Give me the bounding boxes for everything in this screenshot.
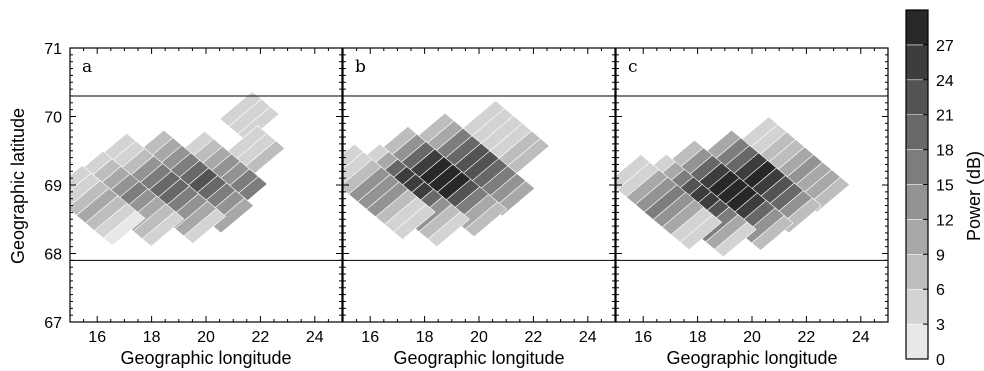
colorbar-tick-label: 27	[936, 38, 954, 55]
colorbar-swatch	[905, 323, 929, 360]
panel-label: b	[355, 57, 366, 77]
colorbar-swatch	[905, 254, 929, 290]
x-tick-label: 18	[416, 329, 434, 346]
panel-label: c	[628, 57, 638, 77]
beam-cells	[70, 91, 286, 247]
x-tick-label: 24	[579, 329, 597, 346]
y-axis-title: Geographic latitude	[8, 108, 28, 264]
colorbar-tick-label: 18	[936, 143, 954, 160]
x-axis-title: Geographic longitude	[393, 348, 564, 368]
x-tick-label: 16	[88, 329, 106, 346]
colorbar-swatch	[905, 219, 929, 255]
colorbar-tick-label: 6	[936, 282, 945, 299]
beam-cell	[219, 91, 262, 127]
colorbar: 0 3 6 9 12 15 18 21 24 27	[905, 9, 954, 369]
colorbar-swatch	[905, 44, 929, 81]
colorbar-label: Power (dB)	[964, 151, 984, 241]
x-tick-label: 22	[525, 329, 543, 346]
y-tick-label: 67	[44, 315, 62, 332]
colorbar-swatch	[905, 288, 929, 325]
colorbar-swatch	[905, 184, 929, 220]
x-tick-label: 24	[852, 329, 870, 346]
x-tick-label: 24	[306, 329, 324, 346]
colorbar-swatch	[905, 149, 929, 185]
colorbar-tick-label: 9	[936, 247, 945, 264]
x-tick-label: 20	[470, 329, 488, 346]
panel-b: 16 18 20 22 24 Geographic longitude b	[342, 47, 616, 368]
panel-label: a	[82, 57, 92, 77]
x-tick-label: 18	[143, 329, 161, 346]
beam-cell	[70, 172, 101, 207]
x-tick-label: 20	[197, 329, 215, 346]
y-tick-label: 69	[44, 178, 62, 195]
beam-cell	[343, 151, 373, 185]
colorbar-swatch	[905, 114, 929, 150]
colorbar-tick-label: 0	[936, 352, 945, 369]
x-axis-title: Geographic longitude	[120, 348, 291, 368]
beam-cell	[343, 143, 364, 170]
panel-c: 16 18 20 22 24 Geographic longitude c	[615, 47, 889, 368]
colorbar-swatch	[905, 9, 929, 46]
x-tick-label: 18	[689, 329, 707, 346]
colorbar-tick-label: 3	[936, 317, 945, 334]
x-axis-title: Geographic longitude	[666, 348, 837, 368]
panel-a: 16 18 20 22 24 67 68 69 70 71 Geographic longitude…	[44, 41, 343, 368]
beam-cell	[70, 165, 92, 192]
y-tick-label: 70	[44, 110, 62, 127]
beam-cell	[616, 154, 651, 190]
colorbar-tick-label: 24	[936, 73, 954, 90]
y-tick-label: 68	[44, 247, 62, 264]
colorbar-tick-label: 21	[936, 108, 954, 125]
panels: 16 18 20 22 24 67 68 69 70 71 Geographic longitude…	[44, 41, 889, 368]
x-tick-label: 16	[361, 329, 379, 346]
beam-cells	[343, 100, 550, 248]
colorbar-tick-label: 12	[936, 212, 954, 229]
x-tick-label: 22	[798, 329, 816, 346]
beam-cells	[616, 116, 850, 258]
x-tick-label: 22	[252, 329, 270, 346]
x-tick-label: 16	[634, 329, 652, 346]
colorbar-tick-label: 15	[936, 178, 954, 195]
colorbar-swatch	[905, 79, 929, 115]
y-tick-label: 71	[44, 41, 62, 58]
x-tick-label: 20	[743, 329, 761, 346]
